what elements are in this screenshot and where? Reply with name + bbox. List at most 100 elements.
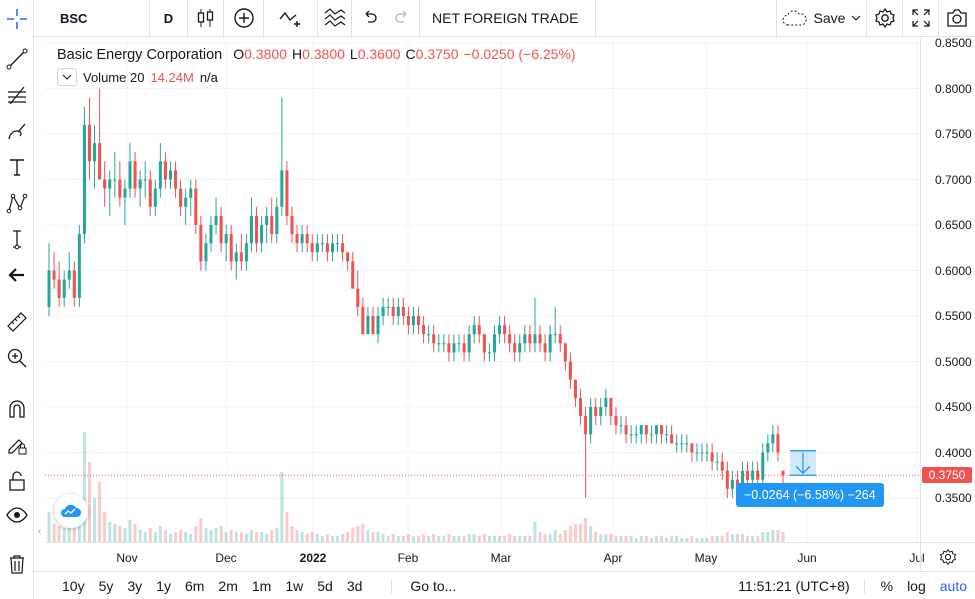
volume-bar <box>214 528 218 542</box>
range-5d[interactable]: 5d <box>317 577 333 594</box>
candle-body <box>67 270 71 280</box>
range-2m[interactable]: 2m <box>218 577 238 594</box>
candle-body <box>244 243 248 262</box>
price-range-measure-label[interactable]: −0.0264 (−6.58%) −264 <box>736 483 884 507</box>
volume-bar <box>573 524 577 542</box>
candle-body <box>341 243 345 253</box>
collapse-legend-button[interactable] <box>57 68 77 86</box>
range-10y[interactable]: 10y <box>62 577 85 594</box>
close-label: C <box>405 46 416 62</box>
range-1y[interactable]: 1y <box>156 577 171 594</box>
pattern-icon[interactable] <box>4 190 30 216</box>
compare-add-button[interactable] <box>224 0 264 37</box>
percent-scale-toggle[interactable]: % <box>880 577 894 594</box>
interval-selector[interactable]: D <box>150 0 188 37</box>
candle-body <box>477 325 481 335</box>
text-icon[interactable] <box>4 154 30 180</box>
volume-bar <box>487 536 491 542</box>
axis-settings-button[interactable] <box>920 542 975 570</box>
candle-body <box>386 306 390 308</box>
volume-bar <box>756 536 760 542</box>
volume-bar <box>194 526 198 542</box>
candle-body <box>609 397 613 417</box>
candle-body <box>93 143 97 162</box>
trend-line-icon[interactable] <box>4 46 30 72</box>
redo-icon <box>394 10 406 23</box>
candle-body <box>330 243 334 253</box>
go-to-date-button[interactable]: Go to... <box>391 577 456 594</box>
volume-bar <box>695 538 699 542</box>
indicators-button[interactable] <box>264 0 318 37</box>
cloud-logo-icon <box>61 504 82 517</box>
candle-body <box>503 325 507 335</box>
undo-button[interactable] <box>352 0 386 37</box>
crosshair-icon[interactable] <box>4 6 30 32</box>
ruler-icon[interactable] <box>4 309 30 335</box>
net-foreign-trade-button[interactable]: NET FOREIGN TRADE <box>420 0 596 37</box>
price-axis[interactable]: 0.8500 0.8000 0.7500 0.7000 0.6500 0.6000 0.55… <box>920 36 975 542</box>
brush-icon[interactable] <box>4 118 30 144</box>
volume-bar <box>204 528 208 542</box>
volume-bar <box>472 534 476 542</box>
price-tick-label: 0.6500 <box>935 218 972 232</box>
volume-bar <box>644 536 648 542</box>
volume-bar <box>346 532 350 542</box>
range-5y[interactable]: 5y <box>98 577 114 594</box>
compare-add-icon <box>233 8 254 28</box>
volume-bar <box>659 536 664 542</box>
back-arrow-icon[interactable] <box>4 262 30 288</box>
clock-timezone[interactable]: 11:51:21 (UTC+8) <box>738 577 865 594</box>
auto-scale-toggle[interactable]: auto <box>939 577 967 594</box>
volume-bar <box>325 534 329 542</box>
scroll-left-handle[interactable]: ‹ <box>38 526 42 537</box>
time-axis[interactable]: Nov Dec 2022 Feb Mar Apr May Jun Jul <box>45 542 925 570</box>
volume-bar <box>634 538 638 542</box>
volume-bar <box>82 432 86 542</box>
range-1m[interactable]: 1m <box>251 577 272 594</box>
settings-button[interactable] <box>867 0 903 37</box>
fullscreen-button[interactable] <box>903 0 939 37</box>
save-button[interactable]: Save <box>777 0 867 37</box>
forecast-icon[interactable] <box>4 226 30 252</box>
candle-body <box>214 215 218 225</box>
high-value: 0.3800 <box>302 46 345 62</box>
candle-body <box>447 343 451 353</box>
chevron-down-icon <box>62 74 72 80</box>
range-6m[interactable]: 6m <box>184 577 205 594</box>
range-1w[interactable]: 1w <box>285 577 304 594</box>
price-chart[interactable] <box>45 38 920 542</box>
fib-retracement-icon[interactable] <box>4 82 30 108</box>
range-3d[interactable]: 3d <box>346 577 363 594</box>
candle-body <box>249 215 254 244</box>
volume-bar <box>680 538 684 542</box>
candle-body <box>756 470 760 480</box>
volume-bar <box>280 472 284 542</box>
trash-icon[interactable] <box>4 551 30 577</box>
redo-button[interactable] <box>386 0 420 37</box>
magnet-icon[interactable] <box>4 396 30 422</box>
volume-bar <box>690 536 694 542</box>
lock-drawing-icon[interactable] <box>4 432 30 458</box>
symbol-search[interactable]: BSC <box>34 0 150 37</box>
volume-bar <box>320 536 324 542</box>
candle-body <box>224 234 228 244</box>
chart-type-button[interactable] <box>188 0 224 37</box>
volume-bar <box>735 534 739 542</box>
candle-body <box>604 397 608 407</box>
log-scale-toggle[interactable]: log <box>907 577 926 594</box>
indicators-icon <box>278 11 300 27</box>
unlock-icon[interactable] <box>4 468 30 494</box>
range-3y[interactable]: 3y <box>127 577 143 594</box>
eye-icon[interactable] <box>4 502 30 528</box>
candle-body <box>715 461 719 463</box>
tradingview-logo[interactable] <box>54 494 88 528</box>
volume-bar <box>589 526 593 542</box>
volume-bar <box>675 536 679 542</box>
snapshot-button[interactable] <box>939 0 975 37</box>
templates-button[interactable] <box>318 0 352 37</box>
price-range-arrow <box>795 452 811 475</box>
price-tick-label: 0.5000 <box>935 354 972 369</box>
price-tick-label: 0.8500 <box>935 36 972 50</box>
zoom-in-icon[interactable] <box>4 345 30 371</box>
volume-bar <box>553 530 557 542</box>
